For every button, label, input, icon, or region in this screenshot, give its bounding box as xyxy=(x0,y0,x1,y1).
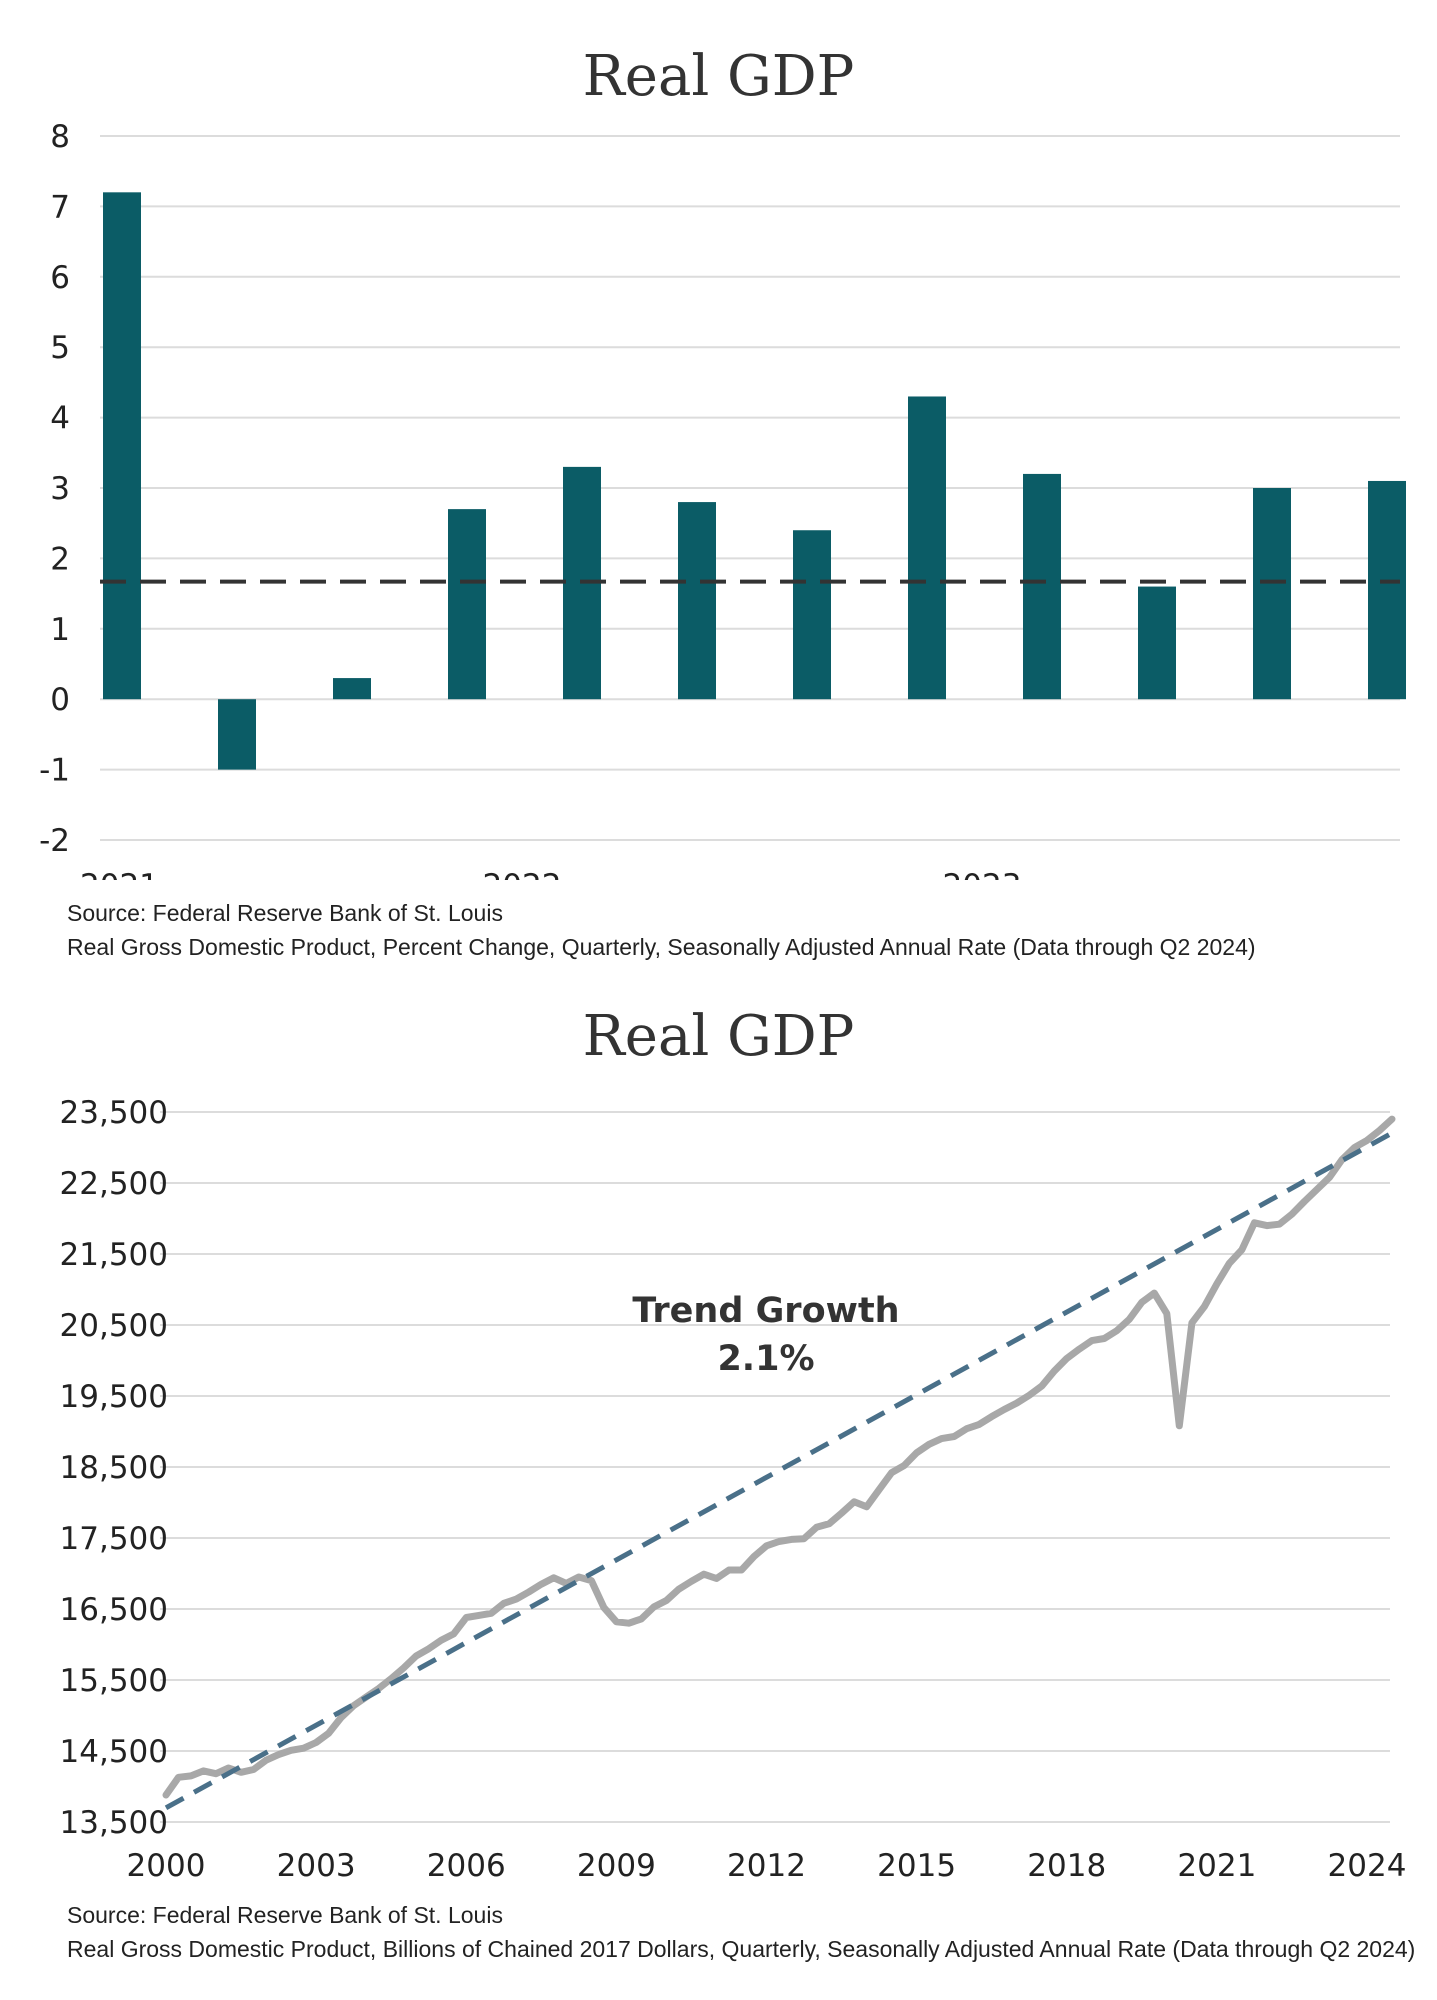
chart2-x-tick-label: 2006 xyxy=(427,1848,506,1884)
chart2-gridlines xyxy=(160,1111,1390,1823)
chart2-y-tick-label: 22,500 xyxy=(60,1166,168,1202)
chart1-y-tick-label: 2 xyxy=(50,541,70,577)
chart1-y-tick-label: 3 xyxy=(50,471,70,507)
chart2-y-tick-label: 19,500 xyxy=(60,1379,168,1415)
chart1-bar xyxy=(448,509,486,700)
chart1-bar xyxy=(793,530,831,700)
chart1-bar xyxy=(678,502,716,700)
chart2-y-axis-ticks: 23,500 22,500 21,500 20,500 19,500 18,500 17,5… xyxy=(60,1095,168,1841)
chart1-y-tick-label: 5 xyxy=(50,330,70,366)
chart1-bars xyxy=(103,192,1406,770)
chart1-x-tick-label: 2023 xyxy=(943,868,1022,880)
chart2-source: Source: Federal Reserve Bank of St. Loui… xyxy=(67,1902,503,1928)
chart1-y-tick-label: -1 xyxy=(39,753,70,789)
chart2-y-tick-label: 15,500 xyxy=(60,1663,168,1699)
chart1-bar xyxy=(1138,586,1176,700)
chart1-bar xyxy=(1023,473,1061,700)
chart1-x-tick-label: 2022 xyxy=(483,868,562,880)
chart2-x-tick-label: 2003 xyxy=(277,1848,356,1884)
chart1-bar xyxy=(218,699,256,770)
chart2-y-tick-label: 13,500 xyxy=(60,1805,168,1841)
chart1-bar xyxy=(1253,488,1291,700)
chart2-y-tick-label: 18,500 xyxy=(60,1450,168,1486)
chart2-x-tick-label: 2012 xyxy=(727,1848,806,1884)
chart2-annotation-line2: 2.1% xyxy=(717,1339,814,1379)
chart2-y-tick-label: 17,500 xyxy=(60,1521,168,1557)
chart2-note: Real Gross Domestic Product, Billions of… xyxy=(67,1936,1416,1962)
chart1-bar-chart: 8 7 6 5 4 3 2 1 0 -1 -2 2021 2022 2023 xyxy=(39,119,1406,880)
chart1-y-tick-label: 0 xyxy=(50,682,70,718)
chart1-x-tick-label: 2021 xyxy=(80,868,159,880)
chart2-y-tick-label: 23,500 xyxy=(60,1095,168,1131)
chart1-y-tick-label: -2 xyxy=(39,823,70,859)
chart1-title: Real GDP xyxy=(582,44,855,109)
chart2-title: Real GDP xyxy=(582,1004,855,1069)
chart2-y-tick-label: 16,500 xyxy=(60,1592,168,1628)
chart1-source: Source: Federal Reserve Bank of St. Loui… xyxy=(67,900,503,926)
chart1-note: Real Gross Domestic Product, Percent Cha… xyxy=(67,934,1256,960)
chart2-x-tick-label: 2015 xyxy=(877,1848,956,1884)
chart1-y-tick-label: 6 xyxy=(50,260,70,296)
chart2-x-tick-label: 2024 xyxy=(1328,1848,1407,1884)
chart1-y-tick-label: 4 xyxy=(50,401,70,437)
chart2-y-tick-label: 20,500 xyxy=(60,1308,168,1344)
chart1-bar xyxy=(908,396,946,700)
chart1-y-axis-ticks: 8 7 6 5 4 3 2 1 0 -1 -2 xyxy=(39,119,70,859)
chart2-annotation-line1: Trend Growth xyxy=(632,1291,899,1331)
chart2-line-chart: 23,500 22,500 21,500 20,500 19,500 18,500 17,5… xyxy=(60,1095,1407,1884)
chart1-y-tick-label: 8 xyxy=(50,119,70,155)
chart2-x-axis-ticks: 2000 2003 2006 2009 2012 2015 2018 2021 2024 xyxy=(127,1848,1407,1884)
chart1-y-tick-label: 7 xyxy=(50,189,70,225)
chart1-bar xyxy=(1368,480,1406,700)
chart1-bar xyxy=(333,678,371,700)
chart1-x-axis-ticks: 2021 2022 2023 xyxy=(80,868,1021,880)
chart2-y-tick-label: 14,500 xyxy=(60,1734,168,1770)
chart2-x-tick-label: 2021 xyxy=(1177,1848,1256,1884)
chart2-series xyxy=(162,1115,1400,1810)
chart2-gdp-line xyxy=(162,1115,1396,1799)
chart2-y-tick-label: 21,500 xyxy=(60,1237,168,1273)
chart2-trend-line xyxy=(164,1127,1400,1810)
chart1-y-tick-label: 1 xyxy=(50,612,70,648)
chart1-bar xyxy=(103,192,141,700)
chart2-x-tick-label: 2000 xyxy=(127,1848,206,1884)
chart2-x-tick-label: 2009 xyxy=(577,1848,656,1884)
chart2-x-tick-label: 2018 xyxy=(1027,1848,1106,1884)
chart1-gridlines xyxy=(100,135,1400,841)
